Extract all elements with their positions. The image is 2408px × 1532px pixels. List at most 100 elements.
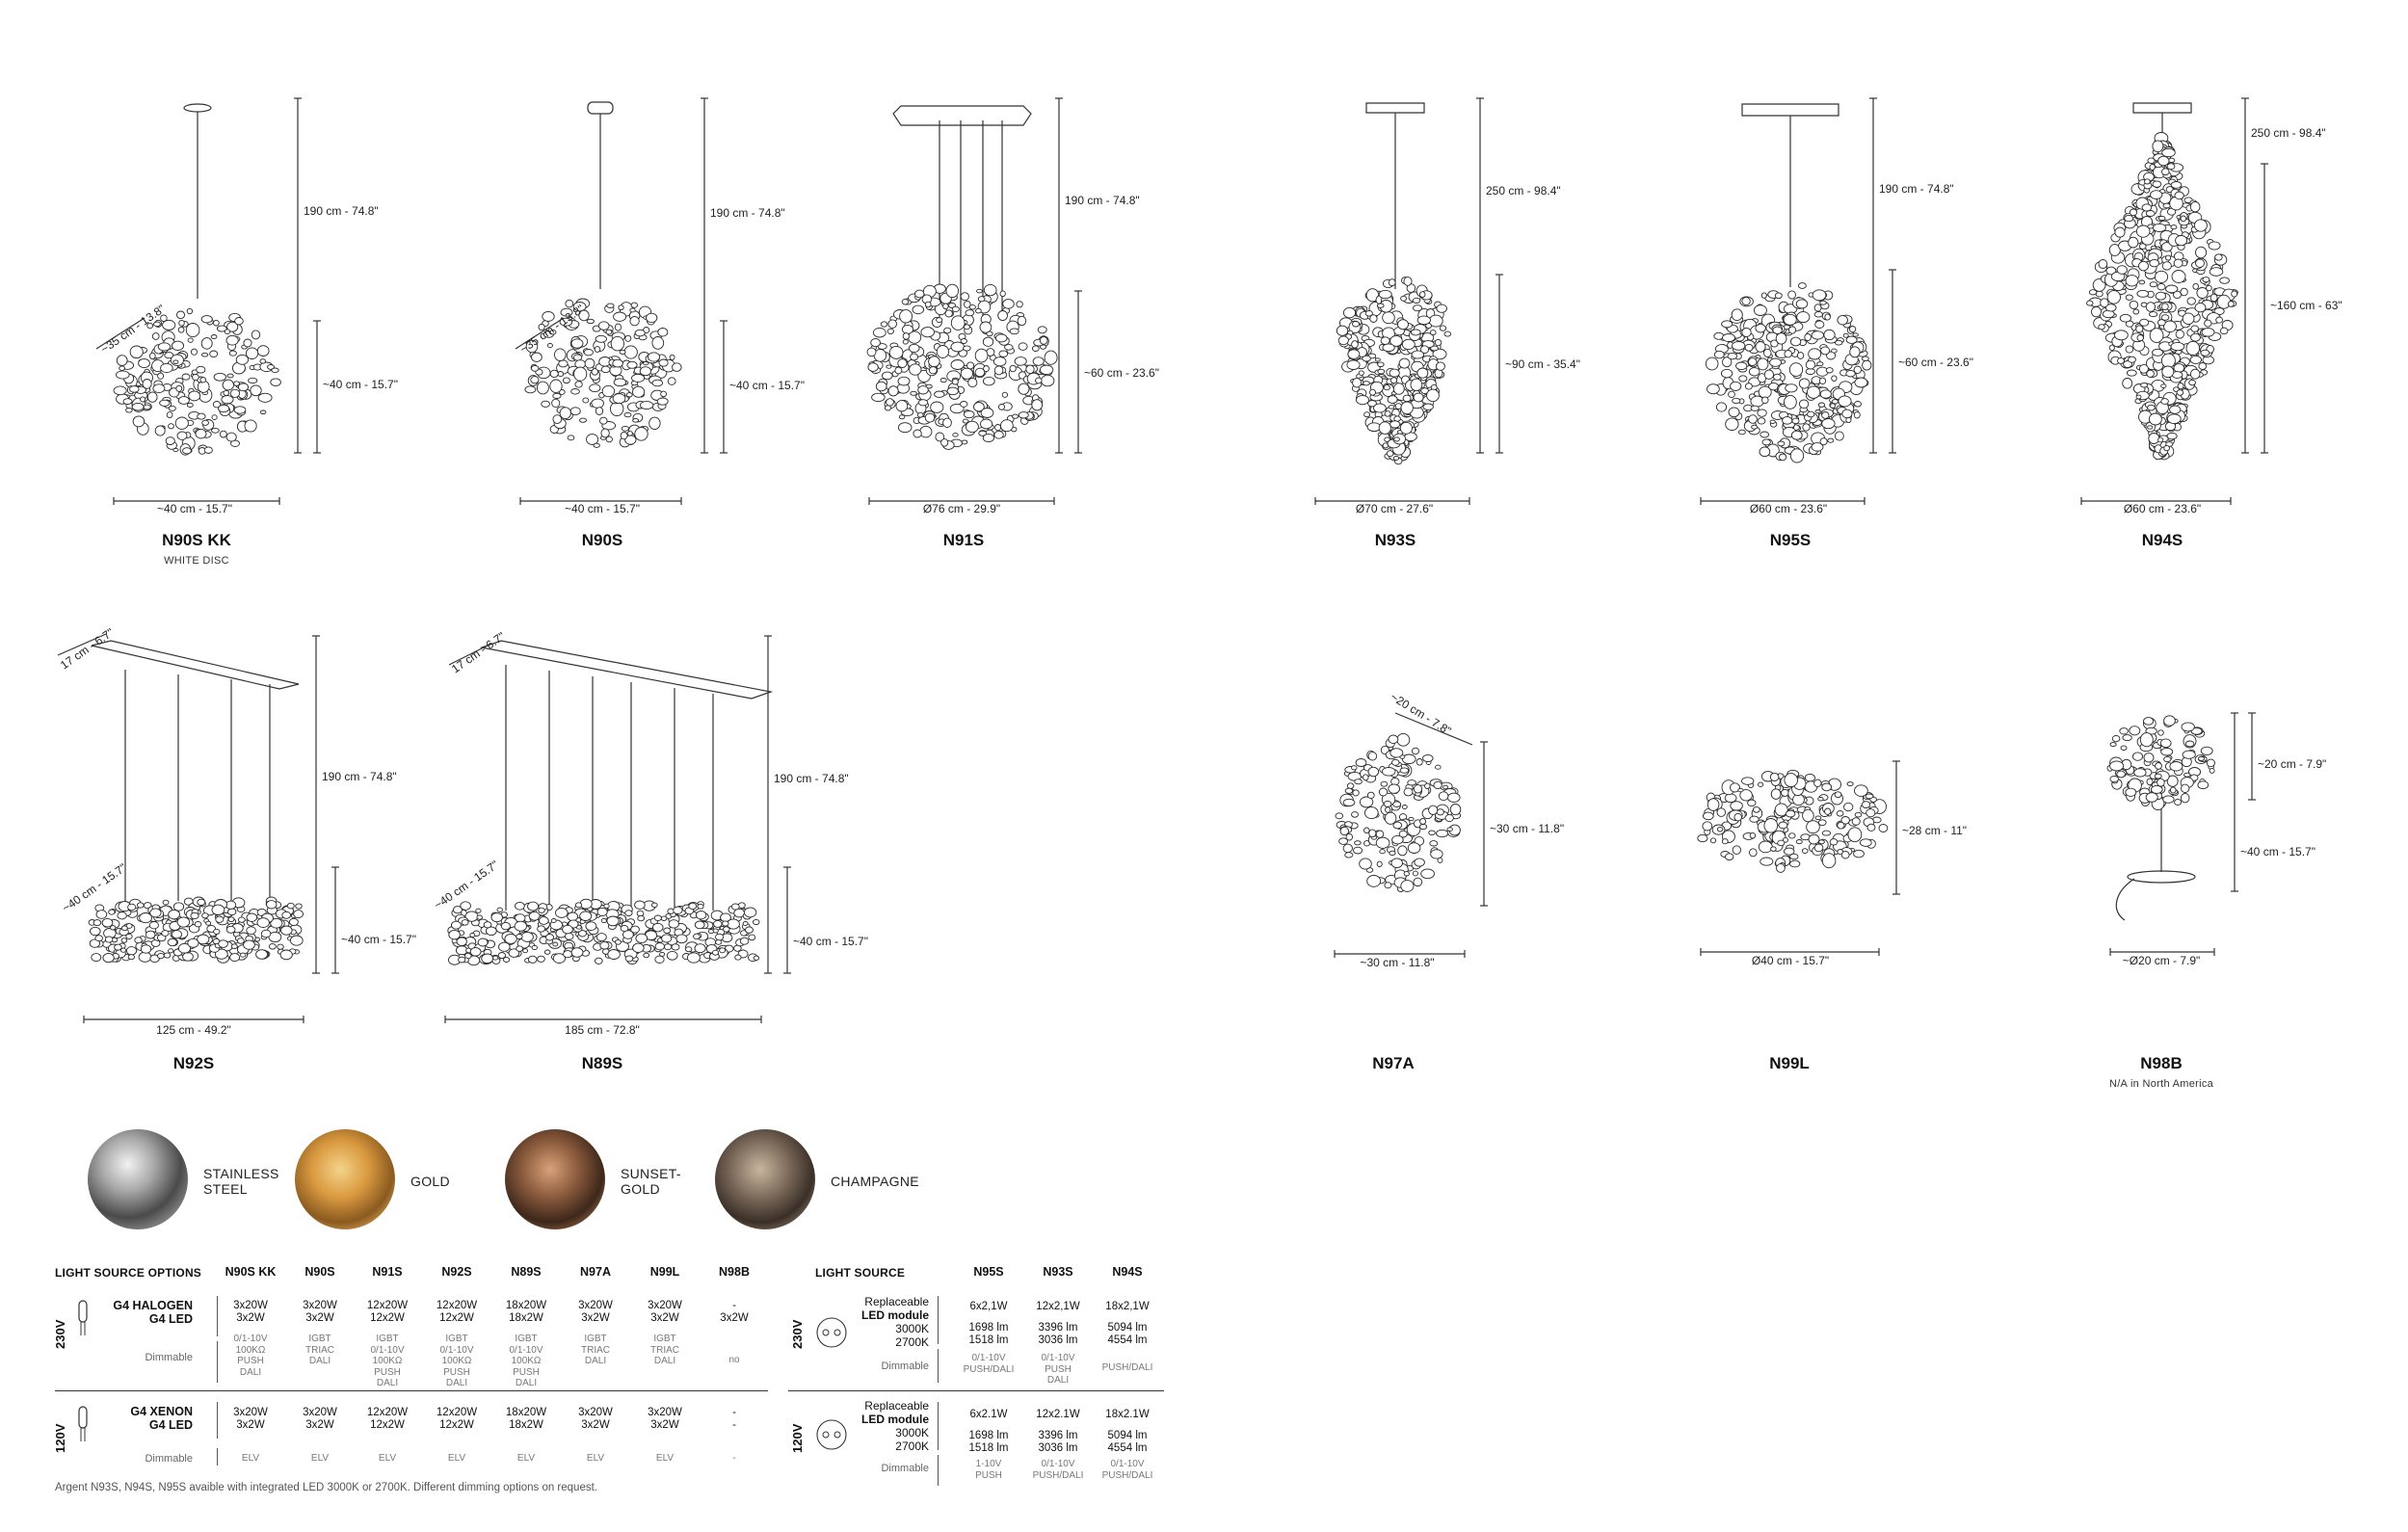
product-name-n97a: N97A	[1372, 1054, 1415, 1072]
row-label-dimmable: Dimmable	[881, 1360, 929, 1372]
dim-width: ~30 cm - 11.8"	[1360, 956, 1435, 969]
led-module-label: Replaceable LED module 3000K 2700K	[860, 1399, 929, 1453]
divider	[217, 1402, 218, 1439]
row-label-dimmable: Dimmable	[145, 1352, 193, 1363]
divider	[217, 1448, 218, 1466]
dim-height-body: ~40 cm - 15.7"	[341, 933, 416, 946]
cell-power: 3x20W 3x2W	[233, 1407, 268, 1431]
dim-width: ~Ø20 cm - 7.9"	[2122, 954, 2201, 967]
column-header: N90S	[304, 1265, 335, 1279]
cell-power: 12x20W 12x2W	[436, 1407, 478, 1431]
cell-dimming: 0/1-10V 100KΩ PUSH DALI	[233, 1334, 268, 1378]
finish-label-champagne: CHAMPAGNE	[831, 1174, 919, 1189]
row-label-dimmable: Dimmable	[145, 1453, 193, 1465]
footnote: Argent N93S, N94S, N95S avaible with int…	[55, 1482, 597, 1493]
cell-lumen: 5094 lm 4554 lm	[1107, 1430, 1148, 1454]
cell-power: 18x20W 18x2W	[505, 1300, 547, 1324]
product-name-n95s: N95S	[1769, 531, 1812, 549]
cell-dimming: ELV	[241, 1453, 260, 1464]
column-header: N92S	[441, 1265, 472, 1279]
cell-dimming: 0/1-10V PUSH DALI	[1041, 1353, 1075, 1386]
product-name-n93s: N93S	[1374, 531, 1416, 549]
cell-lumen: 3396 lm 3036 lm	[1038, 1430, 1078, 1454]
product-name-n99l: N99L	[1769, 1054, 1810, 1072]
dim-height: 190 cm - 74.8"	[710, 206, 785, 220]
product-sub-n98b: N/A in North America	[2108, 1078, 2214, 1090]
cell-dimming: IGBT TRIAC DALI	[305, 1334, 334, 1366]
dim-height: 250 cm - 98.4"	[1486, 184, 1561, 198]
cell-power: 12x2.1W	[1036, 1409, 1080, 1420]
column-header: N90S KK	[225, 1265, 277, 1279]
product-name-n90skk: N90S KK	[162, 531, 231, 549]
cell-power: 3x20W 3x2W	[578, 1407, 613, 1431]
cell-dimming: 1-10V PUSH	[975, 1459, 1002, 1481]
row-label-g4-xenon: G4 XENON G4 LED	[130, 1405, 193, 1432]
cell-lumen: 1698 lm 1518 lm	[968, 1430, 1009, 1454]
dim-height: 190 cm - 74.8"	[1065, 194, 1140, 207]
cell-power: 3x20W 3x2W	[233, 1300, 268, 1324]
cell-power: 12x20W 12x2W	[366, 1407, 409, 1431]
dim-width: Ø76 cm - 29.9"	[922, 502, 1001, 515]
table-title: LIGHT SOURCE OPTIONS	[55, 1266, 202, 1280]
cell-power: 6x2,1W	[969, 1301, 1008, 1312]
table-divider	[788, 1390, 1164, 1391]
cell-dimming: IGBT 0/1-10V 100KΩ PUSH DALI	[370, 1334, 405, 1388]
cell-dimming: IGBT 0/1-10V 100KΩ PUSH DALI	[509, 1334, 543, 1388]
cell-dimming: -	[732, 1453, 736, 1464]
cell-power: 3x20W 3x2W	[648, 1300, 682, 1324]
row-label-dimmable: Dimmable	[881, 1463, 929, 1474]
cell-power: 12x20W 12x2W	[436, 1300, 478, 1324]
cell-dimming: ELV	[655, 1453, 675, 1464]
dim-width: Ø60 cm - 23.6"	[1749, 502, 1828, 515]
finish-swatch-sunset-gold	[505, 1129, 605, 1229]
bulb-icon-120	[77, 1405, 89, 1443]
column-header: N99L	[649, 1265, 680, 1279]
dim-height: 190 cm - 74.8"	[304, 204, 379, 218]
cell-power: 3x20W 3x2W	[648, 1407, 682, 1431]
finish-swatch-champagne	[715, 1129, 815, 1229]
dim-height: 250 cm - 98.4"	[2251, 126, 2326, 140]
cell-dimming: IGBT TRIAC DALI	[581, 1334, 610, 1366]
cell-dimming: ELV	[516, 1453, 536, 1464]
product-name-n94s: N94S	[2141, 531, 2183, 549]
dim-width: 125 cm - 49.2"	[156, 1023, 231, 1037]
dim-height: ~40 cm - 15.7"	[2240, 845, 2315, 858]
dim-height: ~28 cm - 11"	[1902, 824, 1968, 837]
voltage-230v: 230V	[53, 1319, 67, 1349]
table-title: LIGHT SOURCE	[815, 1266, 906, 1280]
cell-dimming: ELV	[447, 1453, 466, 1464]
cell-power: --	[732, 1407, 736, 1431]
voltage-230v: 230V	[790, 1319, 805, 1349]
divider	[217, 1341, 218, 1383]
voltage-120v: 120V	[53, 1423, 67, 1453]
dim-height: ~30 cm - 11.8"	[1490, 822, 1565, 835]
cell-power: 18x2.1W	[1105, 1409, 1150, 1420]
voltage-120v: 120V	[790, 1423, 805, 1453]
column-header: N95S	[973, 1265, 1004, 1279]
cell-power: 3x20W 3x2W	[303, 1407, 337, 1431]
product-name-n92s: N92S	[172, 1054, 215, 1072]
cell-dimming: IGBT TRIAC DALI	[650, 1334, 679, 1366]
cell-dimming: 0/1-10V PUSH/DALI	[1032, 1459, 1084, 1481]
finish-label-stainless: STAINLESS STEEL	[203, 1166, 279, 1197]
led-module-icon-120	[815, 1418, 848, 1451]
table-divider	[55, 1390, 768, 1391]
cell-dimming: ELV	[586, 1453, 605, 1464]
product-sub-n90skk: WHITE DISC	[164, 555, 229, 567]
divider	[938, 1402, 939, 1450]
dim-height: 190 cm - 74.8"	[774, 772, 849, 785]
dim-height-body: ~40 cm - 15.7"	[793, 935, 868, 948]
column-header: N91S	[372, 1265, 403, 1279]
divider	[217, 1296, 218, 1336]
led-module-icon-230	[815, 1316, 848, 1349]
dim-height: 190 cm - 74.8"	[322, 770, 397, 783]
finish-label-gold: GOLD	[410, 1174, 450, 1189]
dim-height-body: ~40 cm - 15.7"	[323, 378, 398, 391]
cell-lumen: 1698 lm 1518 lm	[968, 1322, 1009, 1346]
cell-dimming: ELV	[310, 1453, 330, 1464]
finish-swatch-stainless	[88, 1129, 188, 1229]
cell-power: -3x2W	[720, 1300, 749, 1324]
dim-width: Ø60 cm - 23.6"	[2123, 502, 2202, 515]
cell-dimming: 0/1-10V PUSH/DALI	[963, 1353, 1015, 1375]
